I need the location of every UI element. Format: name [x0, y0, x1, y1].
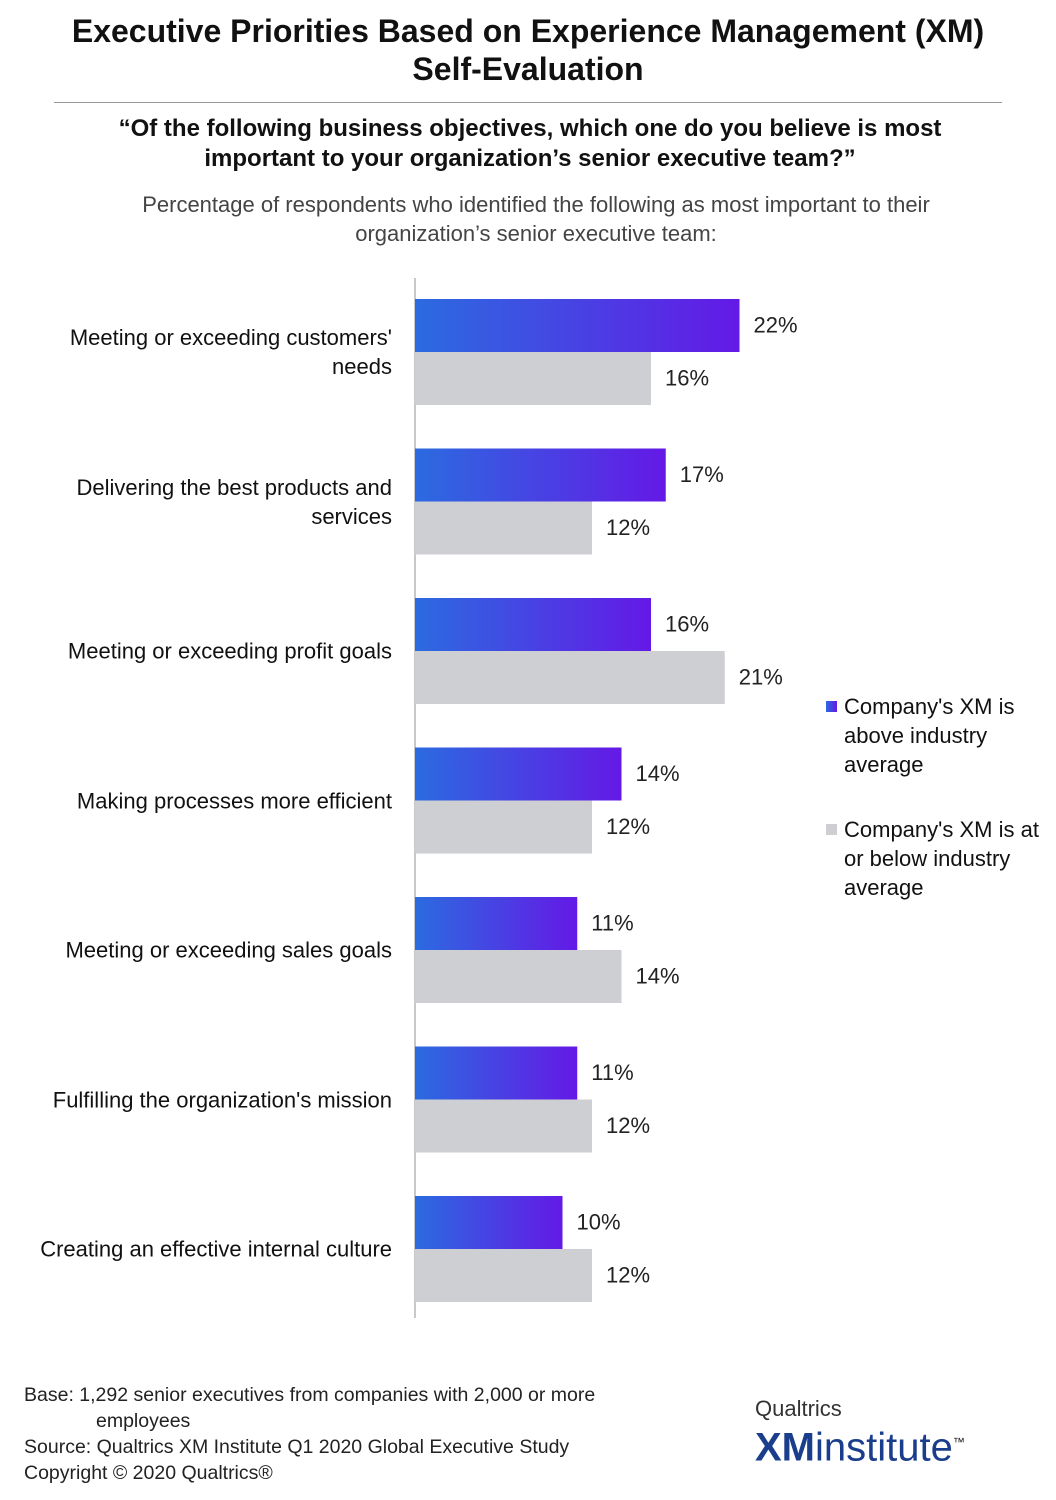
chart-title: Executive Priorities Based on Experience… — [71, 13, 985, 87]
bar — [415, 1196, 563, 1249]
footer-source: Source: Qualtrics XM Institute Q1 2020 G… — [24, 1436, 570, 1458]
bar — [415, 598, 651, 651]
value-label: 16% — [665, 365, 709, 390]
value-label: 12% — [606, 814, 650, 839]
logo-tm: ™ — [952, 1435, 965, 1449]
bar — [415, 651, 725, 704]
category-label: Meeting or exceeding sales goals — [65, 937, 392, 963]
value-label: 14% — [636, 761, 680, 786]
legend-item: Company's XM is above industry average — [826, 692, 1046, 779]
divider — [54, 102, 1002, 103]
value-label: 10% — [577, 1209, 621, 1234]
value-label: 12% — [606, 515, 650, 540]
value-label: 14% — [636, 963, 680, 988]
bar — [415, 352, 651, 405]
bar — [415, 501, 592, 555]
value-label: 21% — [739, 664, 783, 689]
category-label: Fulfilling the organization's mission — [52, 1087, 392, 1112]
category-label: Delivering the best products and service… — [76, 474, 392, 529]
value-label: 12% — [606, 1113, 650, 1138]
logo-mark: XM — [755, 1425, 815, 1470]
legend-swatch — [826, 824, 837, 835]
logo-brand: Qualtrics — [755, 1396, 842, 1421]
bar — [415, 897, 578, 950]
bar — [415, 1099, 592, 1153]
bar — [415, 448, 666, 502]
category-label: Creating an effective internal culture — [40, 1236, 392, 1262]
legend-label: Company's XM is at or below industry ave… — [844, 817, 1039, 900]
logo: Qualtrics XMinstitute™ — [755, 1396, 965, 1467]
logo-name: institute — [815, 1425, 953, 1470]
value-label: 11% — [591, 910, 633, 935]
bar — [415, 1046, 578, 1100]
value-label: 16% — [665, 611, 709, 636]
footer: Base: 1,292 senior executives from compa… — [24, 1382, 636, 1486]
bar — [415, 950, 622, 1003]
legend-item: Company's XM is at or below industry ave… — [826, 815, 1046, 902]
footer-base: Base: 1,292 senior executives from compa… — [24, 1384, 596, 1432]
value-label: 17% — [680, 462, 724, 487]
footer-copyright: Copyright © 2020 Qualtrics® — [24, 1462, 273, 1484]
category-label: Meeting or exceeding customers' needs — [69, 325, 392, 379]
category-label: Making processes more efficient — [76, 788, 392, 813]
value-label: 11% — [591, 1060, 633, 1085]
chart-subtitle: “Of the following business objectives, w… — [118, 115, 942, 172]
bar — [415, 747, 622, 801]
bar — [415, 800, 592, 854]
bar — [415, 1249, 592, 1302]
bar — [415, 299, 740, 352]
chart-description: Percentage of respondents who identified… — [142, 192, 930, 246]
value-label: 12% — [606, 1262, 650, 1287]
value-label: 22% — [754, 312, 798, 337]
legend-label: Company's XM is above industry average — [844, 694, 1015, 777]
category-label: Meeting or exceeding profit goals — [67, 638, 392, 664]
legend-swatch — [826, 701, 837, 712]
